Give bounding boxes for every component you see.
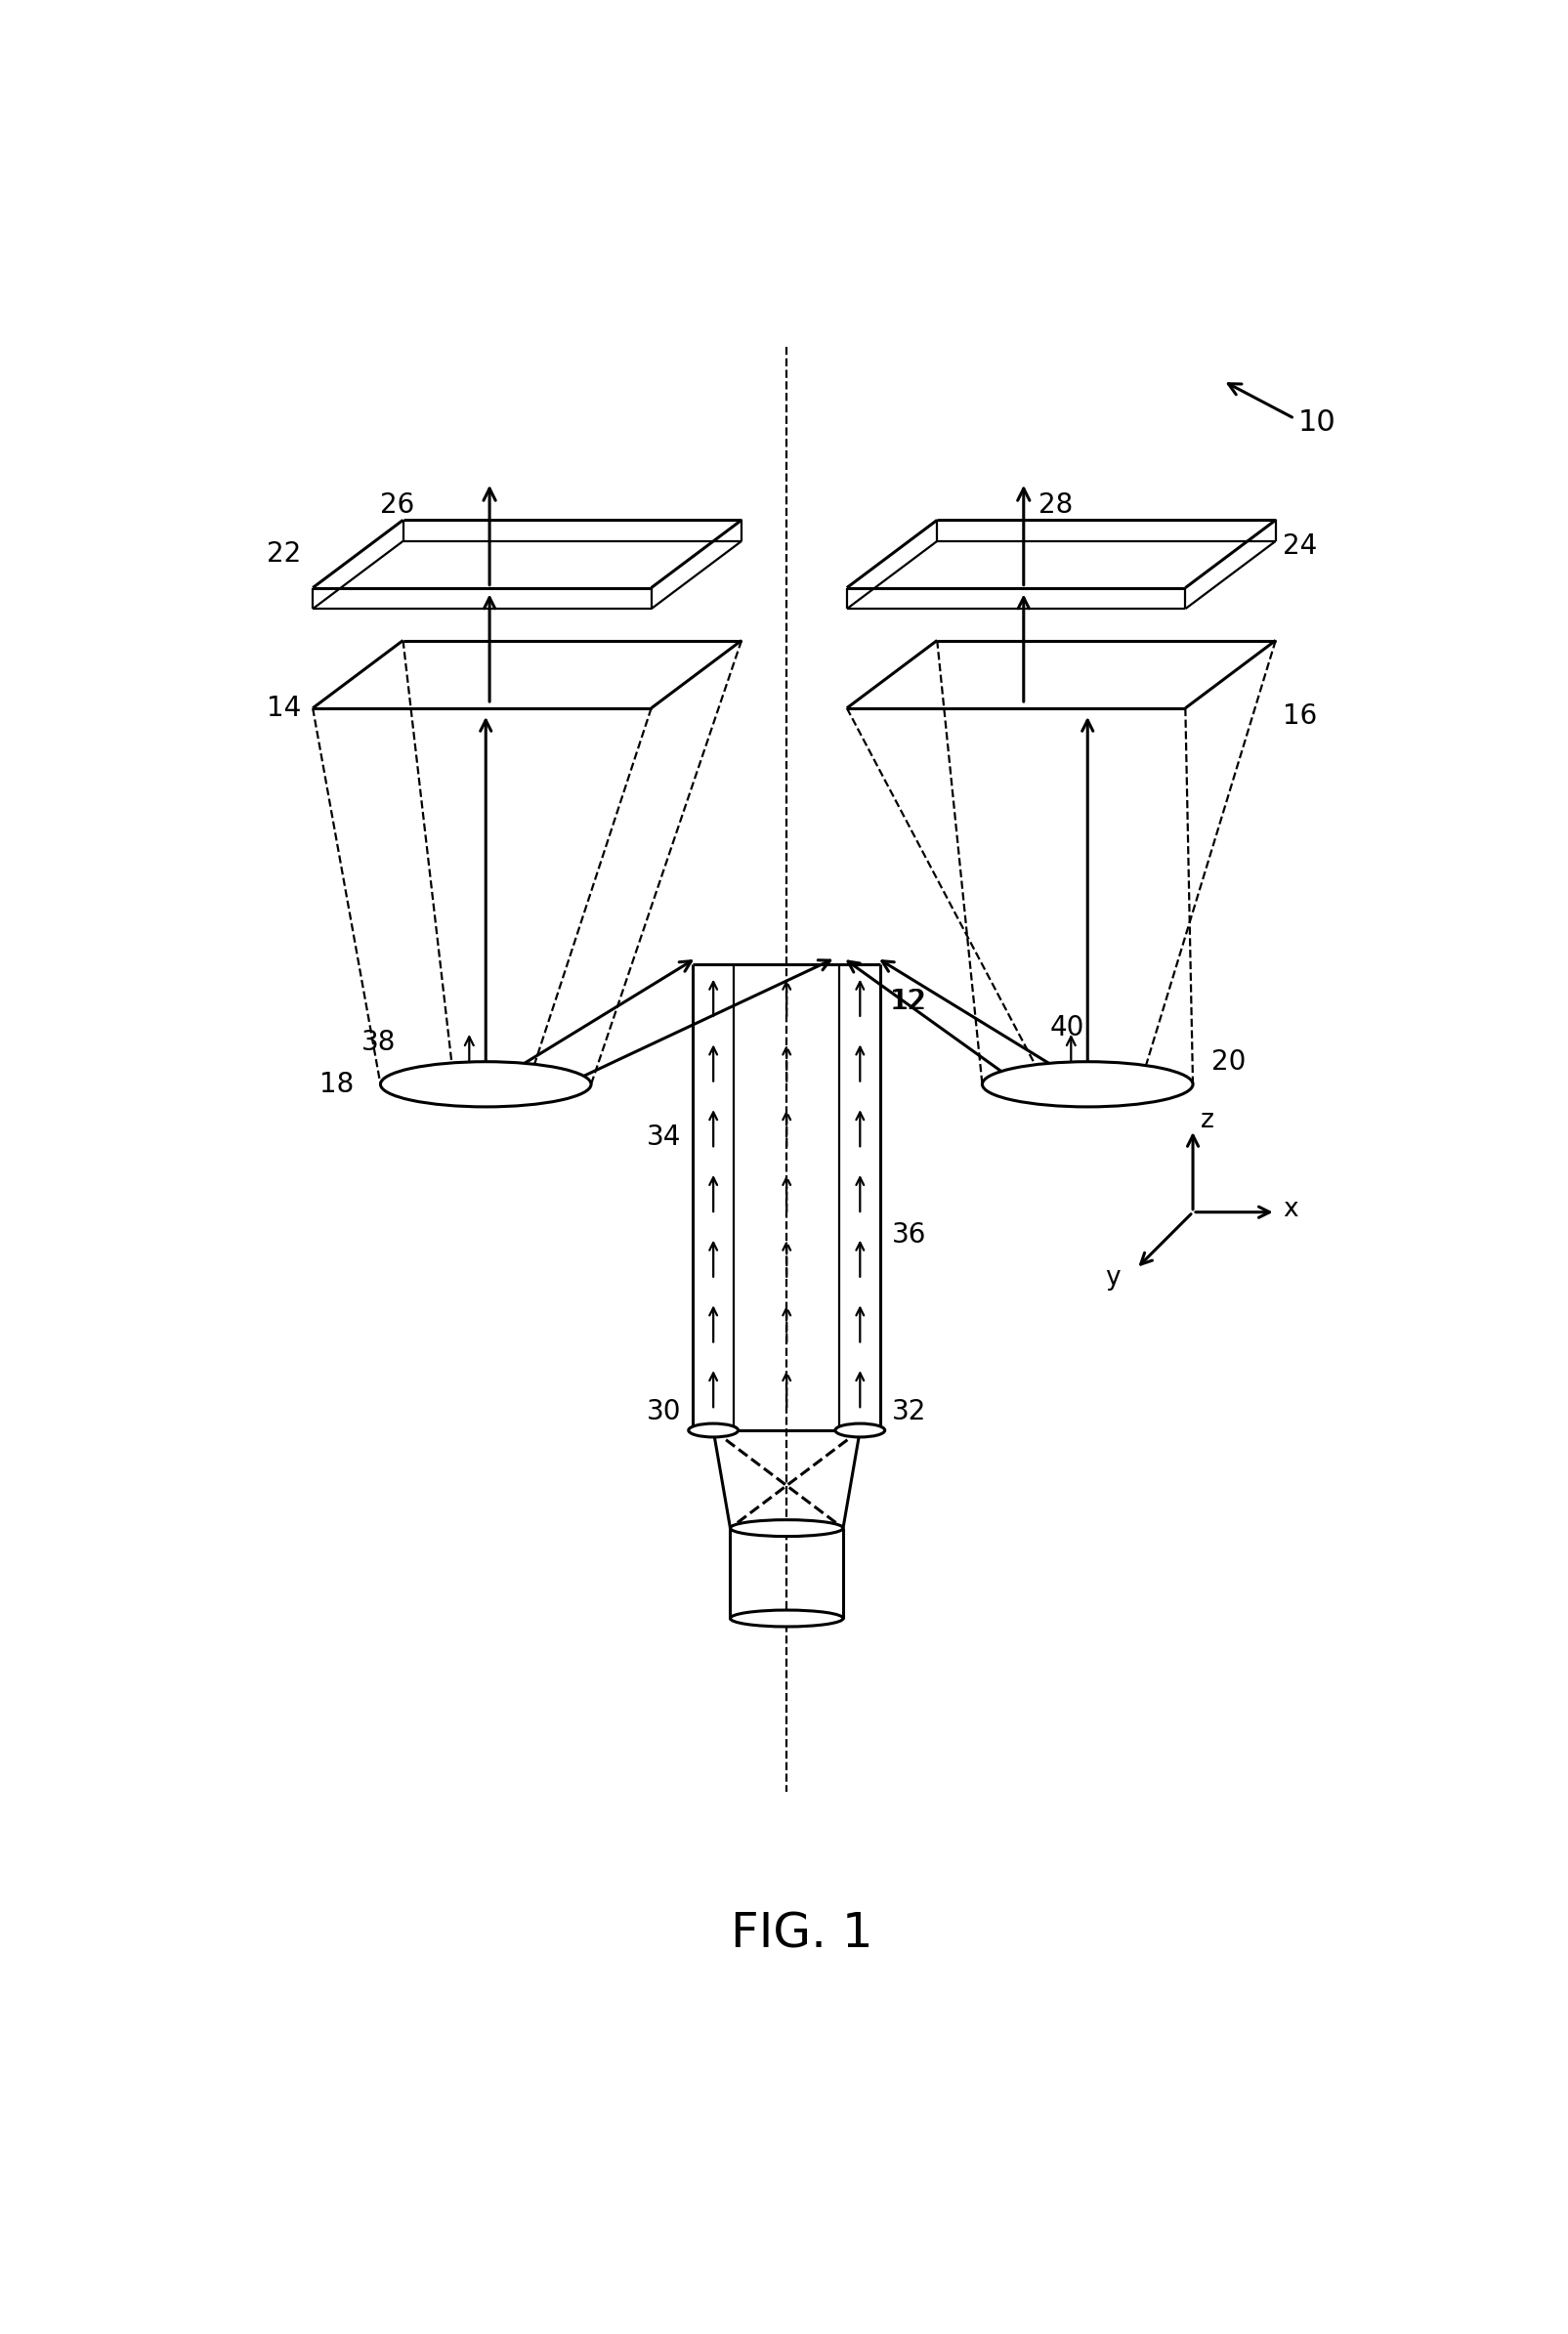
Ellipse shape [982,1062,1193,1106]
Text: 18: 18 [320,1071,354,1097]
Text: 34: 34 [648,1123,682,1151]
Text: x: x [1283,1197,1298,1221]
Text: 38: 38 [361,1029,395,1057]
Text: 12: 12 [889,987,924,1015]
Text: 32: 32 [892,1398,927,1426]
Text: 28: 28 [1038,492,1073,518]
Ellipse shape [836,1424,884,1438]
Text: 36: 36 [892,1221,927,1249]
Text: z: z [1201,1109,1214,1132]
Text: 30: 30 [646,1398,682,1426]
Text: 24: 24 [1283,532,1317,560]
Text: 20: 20 [1212,1048,1247,1076]
Text: 12: 12 [892,987,927,1015]
Text: 26: 26 [379,492,414,518]
Text: 40: 40 [1051,1015,1085,1041]
Text: 16: 16 [1283,703,1317,728]
Text: FIG. 1: FIG. 1 [731,1912,873,1958]
Text: 14: 14 [267,696,301,721]
Ellipse shape [731,1519,844,1536]
Ellipse shape [731,1610,844,1627]
Ellipse shape [688,1424,739,1438]
Ellipse shape [381,1062,591,1106]
Text: 10: 10 [1298,408,1336,436]
Text: 22: 22 [267,539,301,567]
Text: y: y [1104,1265,1120,1291]
